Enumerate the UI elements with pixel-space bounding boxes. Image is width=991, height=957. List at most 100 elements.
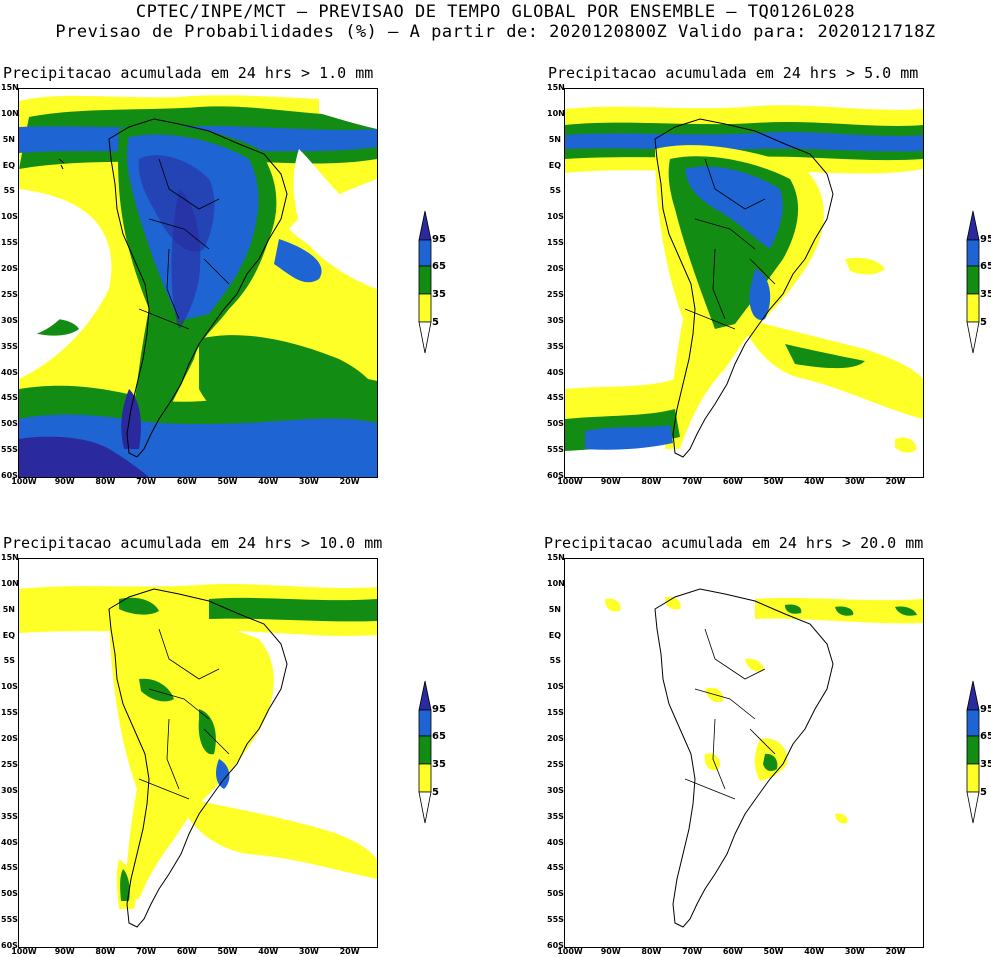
lat-tick-label: 40S: [1, 367, 18, 377]
lon-tick-label: 60W: [722, 947, 743, 956]
probability-field-1mm: [19, 89, 377, 477]
lat-tick-label: 5S: [3, 186, 15, 196]
lat-tick-label: 20S: [1, 734, 18, 744]
lon-tick-label: 70W: [682, 947, 703, 956]
colorbar-label: 95: [432, 704, 446, 715]
lat-tick-label: 10N: [1, 578, 19, 588]
lat-tick-label: 30S: [547, 315, 564, 325]
colorbar-5-segment: [418, 293, 432, 323]
lon-tick-label: 80W: [95, 947, 116, 956]
lat-tick-label: 30S: [1, 315, 18, 325]
lat-tick-label: 15N: [547, 83, 565, 92]
map-panel-5mm: [564, 88, 924, 478]
lat-tick-label: 30S: [547, 785, 564, 795]
lon-tick-label: 30W: [298, 477, 319, 486]
lon-tick-label: 60W: [722, 477, 743, 486]
colorbar-label: 95: [432, 234, 446, 245]
lat-tick-label: EQ: [548, 630, 561, 640]
lat-tick-label: EQ: [548, 160, 561, 170]
lat-tick-label: 15S: [1, 238, 18, 248]
colorbar-label: 35: [980, 759, 991, 770]
panel-title-10mm: Precipitacao acumulada em 24 hrs > 10.0 …: [3, 534, 383, 552]
colorbar: [418, 680, 432, 824]
colorbar-65-segment: [418, 239, 432, 267]
map-panel-20mm: [564, 558, 924, 948]
lat-tick-label: 20S: [547, 734, 564, 744]
lon-tick-label: 30W: [844, 477, 865, 486]
lat-tick-label: 55S: [547, 915, 564, 925]
colorbar-label: 65: [980, 261, 991, 272]
colorbar: [418, 210, 432, 354]
lat-tick-label: 45S: [547, 393, 564, 403]
lat-tick-label: 35S: [1, 811, 18, 821]
lat-tick-label: 35S: [1, 341, 18, 351]
lon-tick-label: 70W: [682, 477, 703, 486]
lon-tick-label: 20W: [885, 947, 906, 956]
lat-tick-label: 45S: [1, 393, 18, 403]
lon-tick-label: 100W: [11, 947, 37, 956]
lat-tick-label: 10S: [1, 682, 18, 692]
lon-tick-label: 100W: [557, 477, 583, 486]
colorbar-65-segment: [966, 709, 980, 737]
colorbar-label: 5: [980, 787, 987, 798]
lon-tick-label: 70W: [136, 947, 157, 956]
colorbar-95-segment: [966, 680, 980, 711]
lat-tick-label: 10N: [547, 578, 565, 588]
lat-tick-label: 35S: [547, 811, 564, 821]
colorbar-95-segment: [418, 210, 432, 241]
colorbar-below-5-segment: [418, 791, 432, 824]
lat-tick-label: 15N: [547, 553, 565, 562]
lat-tick-label: 15S: [547, 238, 564, 248]
lat-tick-label: 50S: [1, 419, 18, 429]
lat-tick-label: 55S: [1, 445, 18, 455]
colorbar-35-segment: [418, 265, 432, 295]
colorbar-5-segment: [966, 293, 980, 323]
colorbar-5-segment: [418, 763, 432, 793]
lat-tick-label: 10N: [547, 108, 565, 118]
lat-tick-label: 55S: [1, 915, 18, 925]
panel-title-5mm: Precipitacao acumulada em 24 hrs > 5.0 m…: [548, 64, 919, 82]
lat-tick-label: 20S: [547, 264, 564, 274]
lon-tick-label: 70W: [136, 477, 157, 486]
lon-tick-label: 40W: [258, 477, 279, 486]
lon-tick-label: 20W: [339, 947, 360, 956]
lon-tick-label: 90W: [54, 947, 75, 956]
lat-tick-label: 5N: [548, 604, 561, 614]
lat-tick-label: 60S: [1, 471, 18, 480]
colorbar-label: 95: [980, 704, 991, 715]
colorbar-65-segment: [418, 709, 432, 737]
lat-tick-label: 20S: [1, 264, 18, 274]
colorbar-label: 65: [432, 261, 446, 272]
lon-tick-label: 90W: [600, 947, 621, 956]
lat-tick-label: 15S: [547, 708, 564, 718]
lon-tick-label: 80W: [641, 947, 662, 956]
lon-tick-label: 30W: [298, 947, 319, 956]
colorbar-5-segment: [966, 763, 980, 793]
lat-tick-label: 5N: [548, 134, 561, 144]
colorbar-label: 35: [980, 289, 991, 300]
lat-tick-label: 40S: [1, 837, 18, 847]
lat-tick-label: 60S: [547, 941, 564, 950]
lat-tick-label: 40S: [547, 367, 564, 377]
lat-tick-label: 40S: [547, 837, 564, 847]
map-panel-10mm: [18, 558, 378, 948]
colorbar-label: 95: [980, 234, 991, 245]
lat-tick-label: 10N: [1, 108, 19, 118]
colorbar-below-5-segment: [966, 321, 980, 354]
lat-tick-label: 15S: [1, 708, 18, 718]
lat-tick-label: 5S: [3, 656, 15, 666]
lon-tick-label: 100W: [11, 477, 37, 486]
lon-tick-label: 50W: [217, 947, 238, 956]
lat-tick-label: 50S: [1, 889, 18, 899]
colorbar-label: 65: [980, 731, 991, 742]
colorbar-95-segment: [418, 680, 432, 711]
lat-tick-label: 15N: [1, 83, 19, 92]
lon-tick-label: 50W: [763, 947, 784, 956]
lat-tick-label: 10S: [547, 682, 564, 692]
lat-tick-label: 5N: [2, 604, 15, 614]
lat-tick-label: 50S: [547, 419, 564, 429]
lon-tick-label: 100W: [557, 947, 583, 956]
colorbar-below-5-segment: [418, 321, 432, 354]
lon-tick-label: 60W: [176, 477, 197, 486]
colorbar-label: 5: [432, 317, 439, 328]
